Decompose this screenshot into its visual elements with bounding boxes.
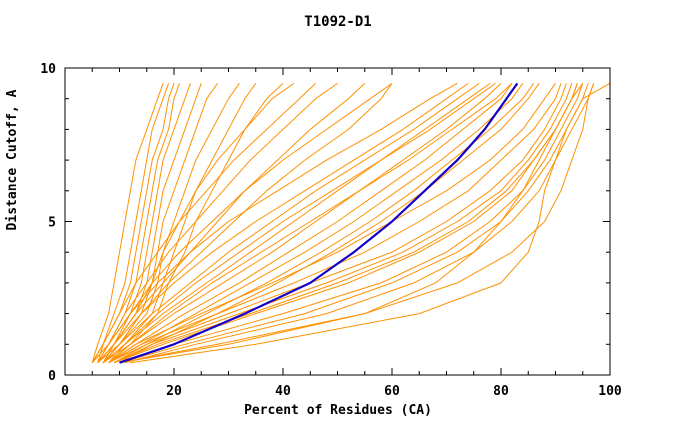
highlight-curve	[119, 82, 519, 364]
model-curve	[108, 83, 562, 364]
x-tick-label: 20	[166, 384, 182, 399]
model-curve	[102, 83, 393, 364]
model-curve	[102, 83, 240, 364]
model-curve	[102, 82, 491, 364]
model-curve	[91, 83, 170, 363]
model-curve	[108, 83, 524, 364]
x-tick-label: 100	[598, 384, 622, 399]
model-curve	[91, 83, 164, 363]
y-tick-label: 5	[48, 216, 56, 231]
x-tick-label: 60	[384, 384, 400, 399]
model-curve	[102, 82, 502, 364]
model-curve	[102, 82, 496, 364]
model-curve	[119, 83, 589, 364]
model-curve	[108, 83, 513, 364]
x-axis-label: Percent of Residues (CA)	[244, 403, 432, 418]
model-curve	[97, 83, 180, 363]
model-curve	[124, 83, 595, 364]
model-curve	[91, 82, 338, 364]
model-curve	[119, 83, 540, 364]
model-curve	[130, 82, 611, 364]
model-curve	[119, 83, 595, 364]
model-curve	[119, 83, 584, 364]
chart-title: T1092-D1	[304, 14, 371, 30]
model-curve	[119, 83, 578, 364]
model-curve	[91, 82, 317, 363]
model-curve	[91, 82, 458, 364]
model-curves-layer	[91, 82, 611, 364]
model-curve	[97, 82, 366, 364]
model-curve	[108, 83, 567, 364]
model-curve	[113, 83, 535, 364]
model-curve	[97, 82, 469, 364]
x-tick-label: 80	[493, 384, 509, 399]
model-curve	[108, 83, 257, 364]
axes-layer	[64, 67, 611, 376]
y-axis-label: Distance Cutoff, A	[5, 89, 20, 230]
model-curve	[108, 82, 513, 364]
tick-label-layer: 0 20 40 60 80 100 0 5 10	[40, 62, 622, 399]
model-curve	[113, 83, 573, 364]
model-curve	[97, 82, 393, 364]
x-tick-label: 40	[275, 384, 291, 399]
y-tick-label: 0	[48, 369, 56, 384]
y-tick-label: 10	[40, 62, 56, 77]
x-tick-label: 0	[61, 384, 69, 399]
model-curve	[97, 82, 480, 364]
